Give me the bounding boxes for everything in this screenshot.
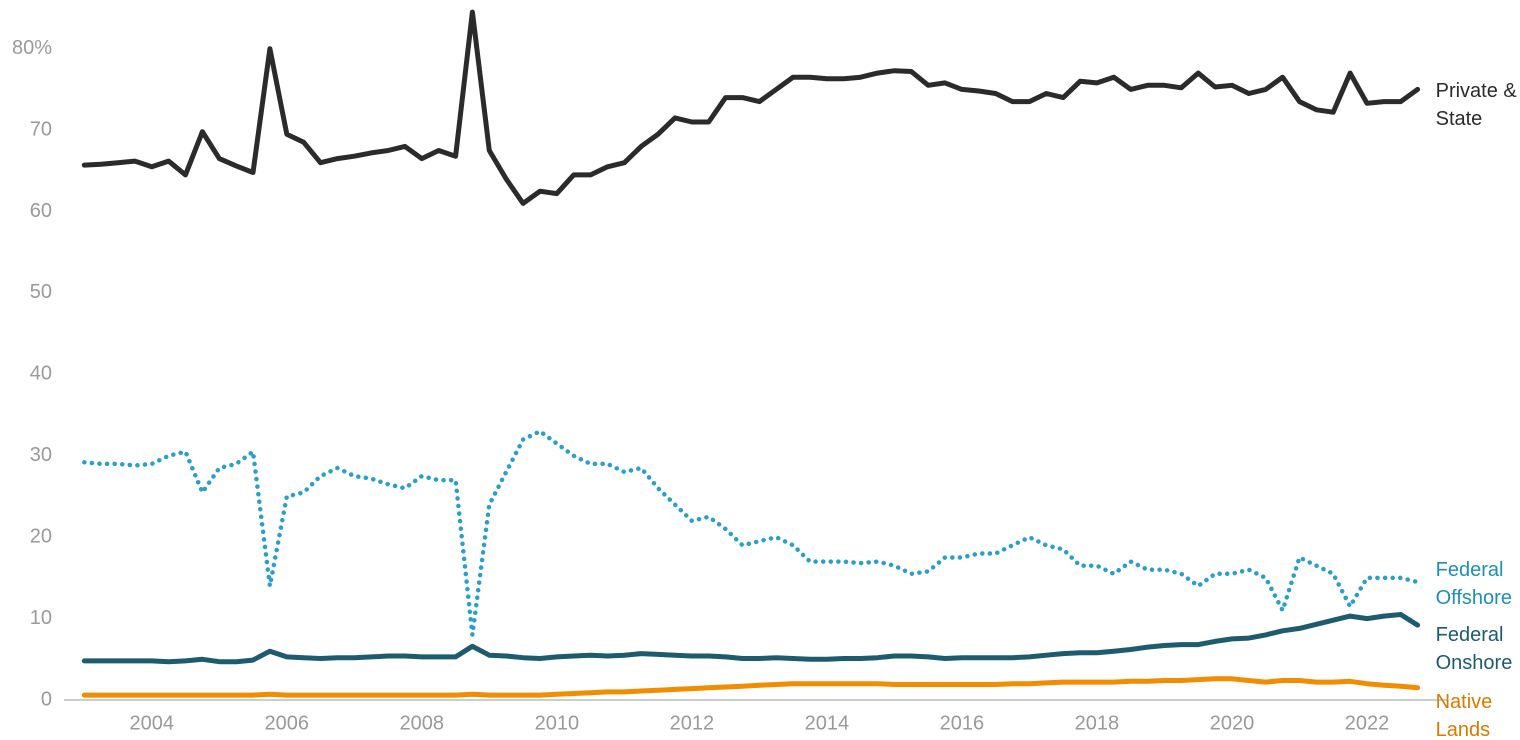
y-tick-label: 20 bbox=[30, 525, 52, 547]
series-line bbox=[81, 676, 1421, 698]
y-tick-label: 70 bbox=[30, 118, 52, 140]
series-label: Private & State bbox=[1435, 80, 1517, 131]
series-label: Federal Onshore bbox=[1435, 624, 1513, 675]
x-tick-label: 2022 bbox=[1345, 712, 1390, 734]
y-tick-label: 0 bbox=[41, 688, 52, 710]
x-tick-label: 2018 bbox=[1075, 712, 1120, 734]
x-tick-label: 2014 bbox=[805, 712, 850, 734]
x-tick-label: 2016 bbox=[940, 712, 985, 734]
series-label: Native Lands bbox=[1435, 690, 1493, 740]
y-tick-label: 10 bbox=[30, 607, 52, 629]
series-line bbox=[81, 9, 1421, 206]
y-tick-label: 60 bbox=[30, 200, 52, 222]
y-tick-label: 50 bbox=[30, 281, 52, 303]
x-tick-label: 2010 bbox=[535, 712, 580, 734]
x-tick-label: 2006 bbox=[265, 712, 310, 734]
x-tick-label: 2008 bbox=[400, 712, 445, 734]
y-tick-label: 80% bbox=[12, 37, 52, 59]
x-tick-label: 2012 bbox=[670, 712, 715, 734]
x-tick-label: 2004 bbox=[130, 712, 175, 734]
y-tick-label: 40 bbox=[30, 363, 52, 385]
series-line bbox=[82, 429, 1420, 638]
y-tick-label: 30 bbox=[30, 444, 52, 466]
series-label: Federal Offshore bbox=[1435, 558, 1512, 609]
series-line bbox=[81, 612, 1421, 665]
x-tick-label: 2020 bbox=[1210, 712, 1255, 734]
